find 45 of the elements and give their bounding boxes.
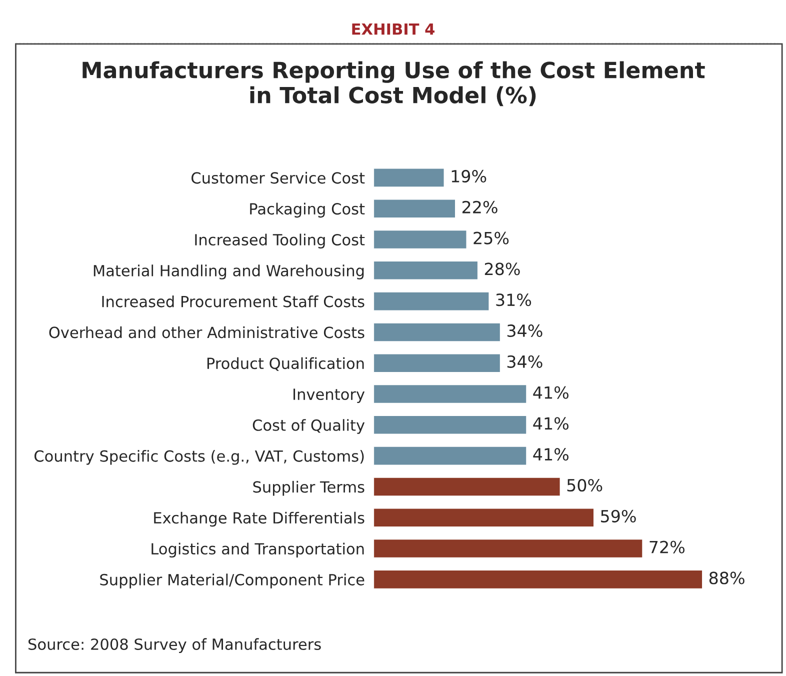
- y-tick-label: Exchange Rate Differentials: [154, 512, 364, 527]
- y-tick-label: Inventory: [294, 388, 365, 403]
- data-label: 41%: [533, 417, 568, 430]
- bar: [373, 167, 446, 188]
- bar: [373, 507, 595, 528]
- text: EXHIBIT 4: [352, 23, 434, 35]
- data-label: 25%: [474, 232, 509, 244]
- data-label: 22%: [462, 200, 498, 214]
- data-label: 31%: [496, 294, 532, 306]
- y-tick-label: Increased Tooling Cost: [195, 234, 365, 248]
- y-tick-label: Country Specific Costs (e.g., VAT, Customs): [34, 450, 364, 465]
- data-label: 41%: [533, 386, 568, 399]
- data-label: 59%: [601, 510, 636, 522]
- bar: [373, 291, 490, 312]
- data-label: 28%: [484, 262, 520, 276]
- bar: [373, 384, 528, 404]
- data-label: 19%: [452, 170, 486, 183]
- bar: [373, 198, 456, 219]
- y-tick-label: Cost of Quality: [252, 419, 365, 434]
- bar: [373, 229, 468, 250]
- y-tick-label: Supplier Terms: [253, 480, 364, 496]
- bar: [373, 352, 502, 374]
- bar: [373, 446, 528, 466]
- data-label: 34%: [507, 324, 542, 338]
- data-label: 72%: [650, 540, 685, 554]
- y-tick-label: Logistics and Transportation: [152, 542, 364, 558]
- y-tick-label: Increased Procurement Staff Costs: [102, 296, 364, 308]
- data-label: 88%: [709, 572, 744, 584]
- y-tick-label: Supplier Material/Component Price: [100, 574, 364, 588]
- bar: [373, 538, 644, 559]
- source-note: Source: 2008 Survey of Manufacturers: [28, 638, 321, 653]
- y-tick-label: Material Handling and Warehousing: [94, 264, 364, 280]
- data-label: 34%: [507, 355, 542, 368]
- data-label: 50%: [567, 478, 602, 492]
- bar: [373, 260, 479, 281]
- chart-title: Manufacturers Reporting Use of the Cost Element in Total Cost Model (%): [82, 61, 705, 106]
- y-tick-label: Customer Service Cost: [192, 172, 365, 184]
- bar: [373, 322, 502, 342]
- bar: [373, 414, 528, 436]
- data-label: 41%: [533, 448, 568, 461]
- y-tick-label: Overhead and other Administrative Costs: [49, 326, 364, 338]
- y-tick-label: Packaging Cost: [250, 202, 365, 218]
- y-tick-label: Product Qualification: [207, 357, 364, 371]
- bar: [373, 476, 562, 497]
- bar: [373, 569, 704, 590]
